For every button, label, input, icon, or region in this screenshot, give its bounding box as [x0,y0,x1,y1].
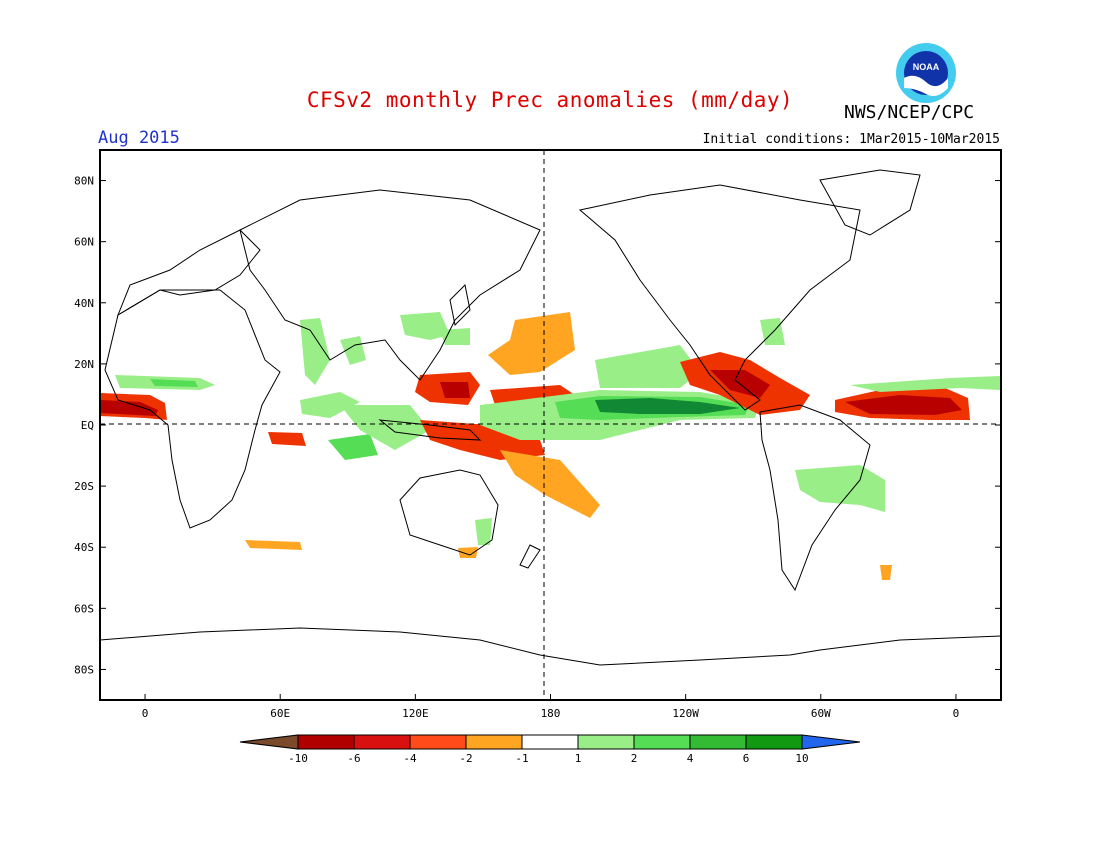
japan-outline [449,283,471,327]
lat-tick-label: EQ [81,419,94,432]
forecast-month: Aug 2015 [98,128,180,148]
lat-tick-label: 20S [74,480,94,493]
colorbar-segment [577,734,635,750]
colorbar-segment [353,734,411,750]
dry-anomaly-new-guinea [420,420,545,460]
colorbar-label: -1 [515,752,528,765]
colorbar-label: 4 [687,752,694,765]
wet-anomaly-india [300,318,330,385]
colorbar-label: -6 [347,752,360,765]
colorbar-segment [521,734,579,750]
wet-anomaly-bay-bengal [340,336,366,365]
wet-anomaly-e-indian [328,434,378,460]
lat-axis: 80N 60N 40N 20N EQ 20S 40S 60S 80S [74,175,1001,676]
wet-anomaly-aus-east [475,518,492,545]
dry-anomaly-s-america-south [880,565,892,580]
wet-anomaly-sahel-core [150,379,198,387]
lat-tick-label: 60N [74,236,94,249]
noaa-logo-text: NOAA [913,62,940,72]
dry-anomaly-sw-pacific [500,450,600,518]
coastlines [100,169,1001,666]
wet-anomaly-indian-ocean [300,392,360,418]
lat-tick-label: 20N [74,358,94,371]
lon-tick-label: 180 [541,707,561,720]
lat-tick-label: 80S [74,663,94,676]
map-title: CFSv2 monthly Prec anomalies (mm/day) [306,88,794,112]
wet-anomaly-ne-pacific [595,345,700,388]
lon-tick-label: 0 [142,707,149,720]
lon-tick-label: 60E [270,707,290,720]
colorbar: -10 -6 -4 -2 -1 1 2 4 6 10 [239,734,861,765]
colorbar-label: 1 [575,752,582,765]
antarctica-outline [100,627,1001,666]
dry-anomaly-w-indian [268,432,306,446]
wet-anomaly-kuroshio [440,328,470,345]
lat-tick-label: 40S [74,541,94,554]
anomaly-layer [100,312,1000,580]
lon-tick-label: 120E [402,707,429,720]
colorbar-segment [745,734,803,750]
dry-anomaly-atlantic-core [845,395,962,415]
lon-tick-label: 0 [953,707,960,720]
indonesia-outline [378,419,482,441]
greenland-outline [819,169,921,236]
colorbar-segment [689,734,747,750]
colorbar-label: 2 [631,752,638,765]
wet-anomaly-sumatra [340,405,430,450]
lat-tick-label: 60S [74,602,94,615]
australia-outline [399,469,499,556]
lat-tick-label: 40N [74,297,94,310]
dry-anomaly-philippines-sea [488,312,575,375]
colorbar-segment [465,734,523,750]
n-america-outline [578,184,861,411]
wet-anomaly-c-pacific-core [595,398,740,414]
lat-tick-label: 80N [74,175,94,188]
africa-outline [104,289,281,529]
colorbar-segment [633,734,691,750]
new-zealand-outline [519,544,541,569]
wet-anomaly-china [400,312,450,340]
colorbar-max-arrow [801,734,861,750]
colorbar-label: -2 [459,752,472,765]
colorbar-label: -4 [403,752,417,765]
dry-anomaly-indian-south [245,540,302,550]
europe-outline [116,229,261,317]
agency-label: NWS/NCEP/CPC [844,102,975,123]
colorbar-segment [297,734,355,750]
colorbar-label: 6 [743,752,750,765]
asia-outline [239,189,541,381]
initial-conditions: Initial conditions: 1Mar2015-10Mar2015 [702,132,1000,147]
lon-axis: 0 60E 120E 180 120W 60W 0 [142,694,960,720]
colorbar-segment [409,734,467,750]
wet-anomaly-s-america [795,465,885,512]
s-america-outline [759,404,871,592]
colorbar-min-arrow [239,734,299,750]
dry-anomaly-w-africa-core [100,400,158,416]
dry-anomaly-w-pacific-core [440,382,470,398]
lon-tick-label: 120W [672,707,699,720]
wet-anomaly-n-atlantic [850,376,1000,392]
lon-tick-label: 60W [811,707,831,720]
colorbar-label: 10 [795,752,808,765]
dry-anomaly-tasman [458,547,478,558]
colorbar-label: -10 [288,752,308,765]
noaa-logo: NOAA [896,43,956,103]
